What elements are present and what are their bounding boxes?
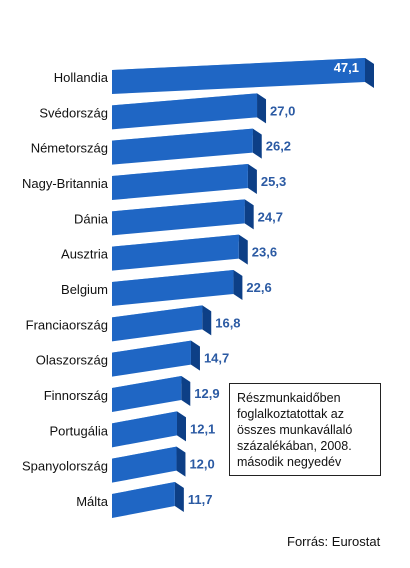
- category-label: Ausztria: [61, 247, 109, 262]
- bar: [112, 411, 177, 448]
- category-label: Svédország: [39, 105, 108, 120]
- bar-side-face: [181, 376, 191, 406]
- bar: [112, 376, 182, 412]
- bar-side-face: [176, 446, 186, 477]
- value-label: 14,7: [204, 351, 229, 366]
- category-label: Dánia: [74, 211, 109, 226]
- category-label: Belgium: [61, 282, 108, 297]
- value-label: 12,0: [189, 457, 214, 472]
- category-label: Németország: [31, 141, 108, 156]
- bar: [112, 199, 245, 236]
- value-label: 24,7: [258, 209, 283, 224]
- bar: [112, 270, 234, 306]
- bar-side-face: [174, 482, 184, 512]
- bar-side-face: [238, 234, 248, 265]
- bar: [112, 446, 177, 483]
- category-label: Finnország: [44, 388, 108, 403]
- bar: [112, 128, 253, 165]
- value-label: 47,1: [334, 60, 359, 75]
- chart-note: Részmunkaidőben foglalkoztatottak az öss…: [229, 383, 381, 476]
- bar-side-face: [247, 164, 257, 194]
- bar: [112, 234, 239, 271]
- bar-side-face: [244, 199, 254, 230]
- value-label: 11,7: [188, 492, 213, 507]
- bar-side-face: [202, 305, 212, 336]
- bar-group: [112, 199, 254, 236]
- bar: [112, 58, 365, 94]
- bar: [112, 305, 203, 342]
- bar: [112, 93, 258, 130]
- category-label: Olaszország: [36, 353, 108, 368]
- bar-side-face: [233, 270, 243, 300]
- value-label: 27,0: [270, 103, 295, 118]
- bar-group: [112, 376, 191, 412]
- bar-group: [112, 58, 374, 94]
- value-label: 26,2: [266, 139, 291, 154]
- bar-group: [112, 446, 186, 483]
- bar-group: [112, 270, 243, 306]
- bar: [112, 164, 248, 200]
- bar-group: [112, 482, 184, 518]
- value-label: 23,6: [252, 245, 277, 260]
- bar-group: [112, 234, 248, 271]
- value-label: 22,6: [246, 280, 271, 295]
- category-label: Franciaország: [26, 317, 108, 332]
- value-label: 25,3: [261, 174, 286, 189]
- bar-side-face: [176, 411, 186, 442]
- bar-group: [112, 340, 200, 377]
- bar-side-face: [252, 128, 262, 159]
- bar-group: [112, 411, 186, 448]
- bar: [112, 340, 191, 377]
- category-label: Málta: [76, 494, 109, 509]
- bar-group: [112, 93, 267, 130]
- bar-side-face: [257, 93, 267, 124]
- bar: [112, 482, 175, 518]
- category-label: Nagy-Britannia: [22, 176, 109, 191]
- value-label: 16,8: [215, 315, 240, 330]
- source-label: Forrás: Eurostat: [287, 534, 381, 549]
- value-label: 12,1: [190, 421, 215, 436]
- bar-side-face: [365, 58, 374, 88]
- value-label: 12,9: [194, 386, 219, 401]
- bar-side-face: [190, 340, 200, 371]
- bar-group: [112, 305, 212, 342]
- bar-group: [112, 164, 257, 200]
- category-label: Hollandia: [54, 70, 109, 85]
- category-label: Portugália: [49, 423, 108, 438]
- category-label: Spanyolország: [22, 459, 108, 474]
- bar-group: [112, 128, 262, 165]
